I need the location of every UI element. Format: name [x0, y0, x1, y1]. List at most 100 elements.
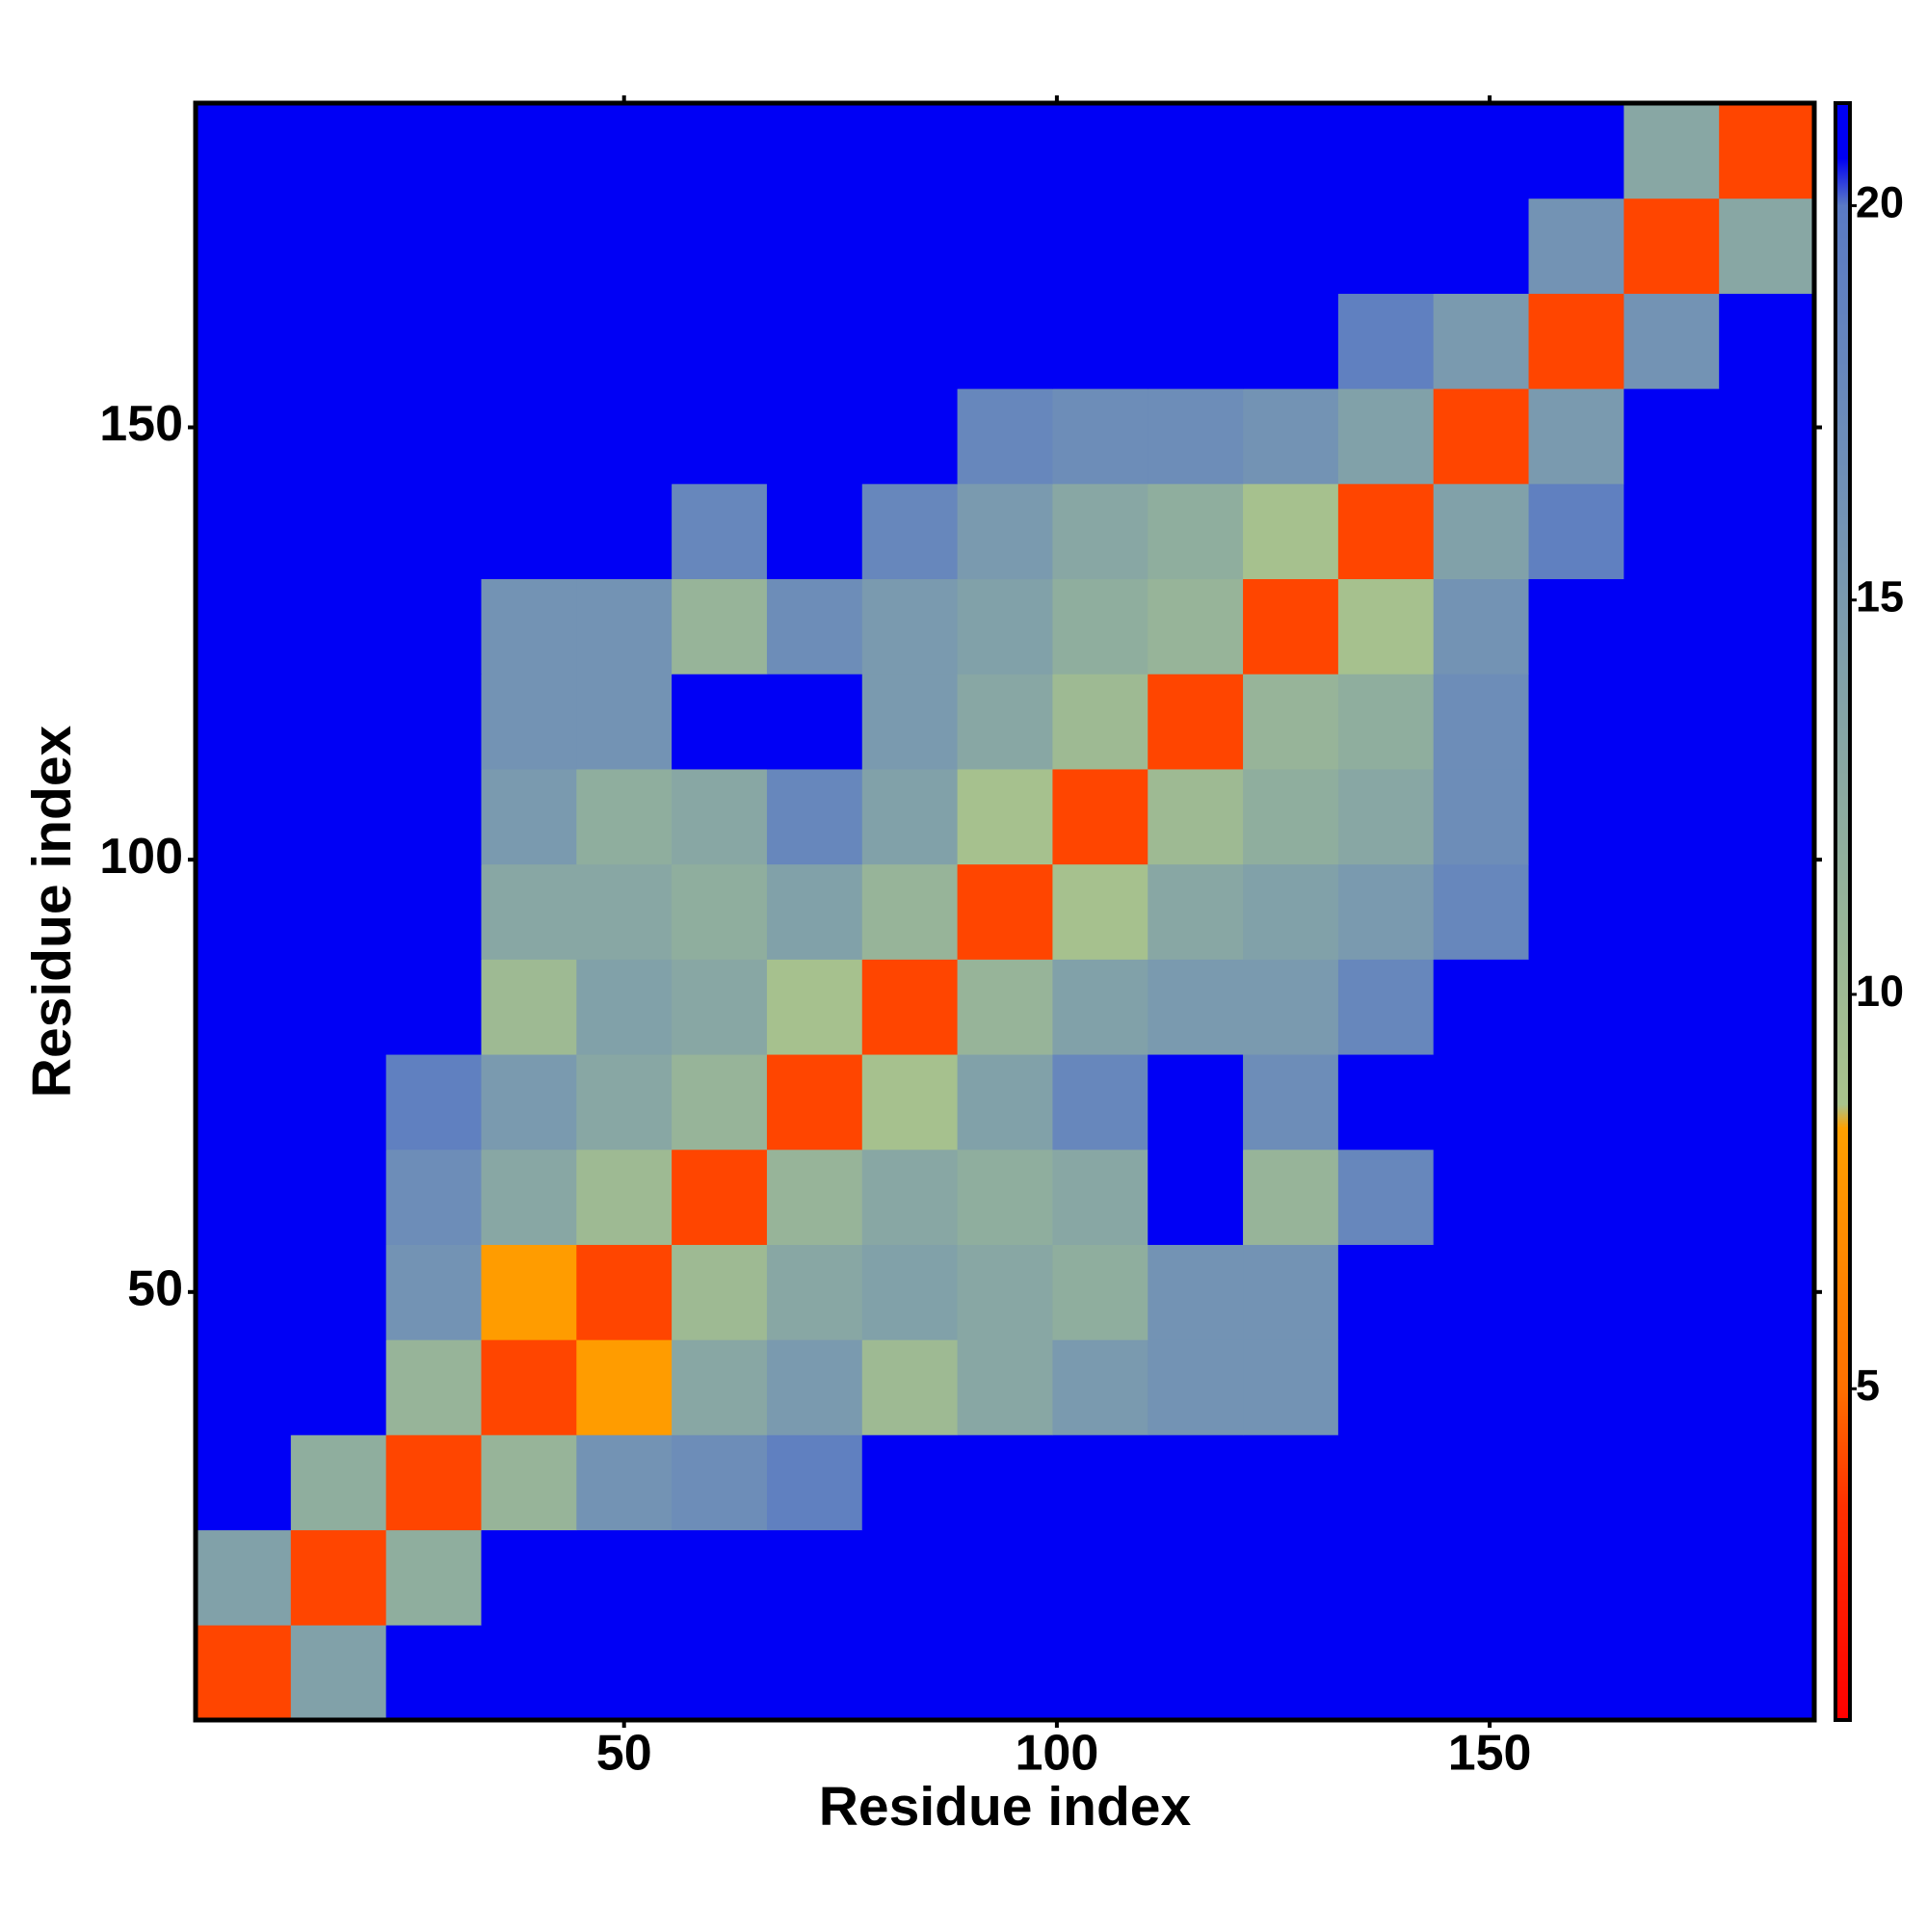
heatmap-cell [196, 863, 292, 960]
heatmap-cell [1148, 1149, 1244, 1245]
x-axis-title: Residue index [819, 1776, 1192, 1838]
heatmap-cell [957, 388, 1053, 485]
heatmap-cell [385, 1244, 482, 1340]
heatmap-cell [385, 1625, 482, 1721]
heatmap-cell [1623, 1149, 1720, 1245]
heatmap-cell [1433, 674, 1530, 770]
heatmap-cell [957, 1244, 1053, 1340]
heatmap-cell [1052, 1244, 1148, 1340]
heatmap-cell [385, 578, 482, 675]
heatmap-cell [1337, 1054, 1435, 1151]
heatmap-cell [861, 959, 959, 1055]
heatmap-cell [861, 1339, 959, 1436]
heatmap-cell [1719, 1529, 1815, 1626]
heatmap-cell [1243, 1529, 1339, 1626]
heatmap-cell [1623, 959, 1720, 1055]
heatmap-cell [1337, 863, 1435, 960]
heatmap-cell [1148, 198, 1244, 294]
heatmap-cell [290, 103, 387, 199]
y-tick-label: 100 [99, 829, 183, 885]
heatmap-cell [1433, 1054, 1530, 1151]
heatmap-cell [481, 1339, 577, 1436]
heatmap-cell [1243, 959, 1339, 1055]
heatmap-cell [1052, 483, 1148, 580]
heatmap-cell [481, 768, 577, 865]
heatmap-cell [290, 1625, 387, 1721]
heatmap-cell [861, 103, 959, 199]
heatmap-cell [672, 674, 768, 770]
heatmap-cell [196, 1244, 292, 1340]
heatmap-cell [1623, 483, 1720, 580]
heatmap-cell [1719, 483, 1815, 580]
heatmap-cell [1052, 103, 1148, 199]
heatmap-cell [1148, 1529, 1244, 1626]
heatmap-cell [1719, 1625, 1815, 1721]
heatmap-cell [1052, 863, 1148, 960]
heatmap-cell [1528, 388, 1624, 485]
heatmap-cell [1052, 1529, 1148, 1626]
heatmap-cell [1528, 863, 1624, 960]
heatmap-cell [861, 1054, 959, 1151]
heatmap-cell [481, 1054, 577, 1151]
heatmap-cell [1148, 1054, 1244, 1151]
heatmap-cell [1719, 388, 1815, 485]
heatmap-cell [1623, 1625, 1720, 1721]
heatmap-cell [957, 578, 1053, 675]
heatmap-cell [1243, 1625, 1339, 1721]
heatmap-cell [1148, 1625, 1244, 1721]
heatmap-cell [196, 388, 292, 485]
heatmap-cell [1719, 959, 1815, 1055]
heatmap-cell [1528, 483, 1624, 580]
heatmap-cell [1148, 293, 1244, 389]
x-tick-label: 50 [596, 1726, 652, 1782]
heatmap-cell [1337, 1339, 1435, 1436]
heatmap-cell [576, 483, 673, 580]
heatmap-cell [196, 1149, 292, 1245]
heatmap-cell [1719, 768, 1815, 865]
heatmap-cell [1337, 198, 1435, 294]
heatmap-cell [1243, 483, 1339, 580]
heatmap-cell [290, 578, 387, 675]
heatmap-cell [1719, 863, 1815, 960]
heatmap-cell [196, 1339, 292, 1436]
heatmap-cell [1337, 578, 1435, 675]
heatmap-cell [290, 959, 387, 1055]
heatmap-cell [1433, 863, 1530, 960]
heatmap-cell [1052, 959, 1148, 1055]
heatmap-cell [290, 388, 387, 485]
heatmap-cell [481, 674, 577, 770]
heatmap-cell [385, 674, 482, 770]
heatmap-cell [481, 1149, 577, 1245]
colorbar-tick-label: 10 [1856, 966, 1904, 1016]
heatmap-cell [290, 768, 387, 865]
heatmap-cell [196, 768, 292, 865]
heatmap-cell [1623, 1434, 1720, 1531]
heatmap-cell [1528, 1149, 1624, 1245]
heatmap-cell [576, 1434, 673, 1531]
heatmap-cell [766, 863, 863, 960]
heatmap-cell [1052, 293, 1148, 389]
heatmap-cell [957, 103, 1053, 199]
x-tick-label: 150 [1448, 1726, 1532, 1782]
heatmap-cell [957, 293, 1053, 389]
heatmap-cell [1623, 198, 1720, 294]
heatmap-cell [1528, 103, 1624, 199]
heatmap-cell [1337, 1244, 1435, 1340]
heatmap-cell [196, 103, 292, 199]
heatmap-cell [290, 1149, 387, 1245]
heatmap-cell [1528, 198, 1624, 294]
heatmap-cell [1528, 1529, 1624, 1626]
heatmap-cell [861, 388, 959, 485]
heatmap-cell [576, 1529, 673, 1626]
heatmap-cell [1623, 863, 1720, 960]
heatmap-cell [1433, 293, 1530, 389]
heatmap-cell [672, 1529, 768, 1626]
heatmap-cell [385, 768, 482, 865]
heatmap-cell [1433, 1625, 1530, 1721]
heatmap-cell [290, 863, 387, 960]
heatmap-cell [481, 293, 577, 389]
heatmap-cell [1719, 1434, 1815, 1531]
heatmap-cell [481, 863, 577, 960]
heatmap-cell [1433, 1529, 1530, 1626]
heatmap-cell [290, 1434, 387, 1531]
